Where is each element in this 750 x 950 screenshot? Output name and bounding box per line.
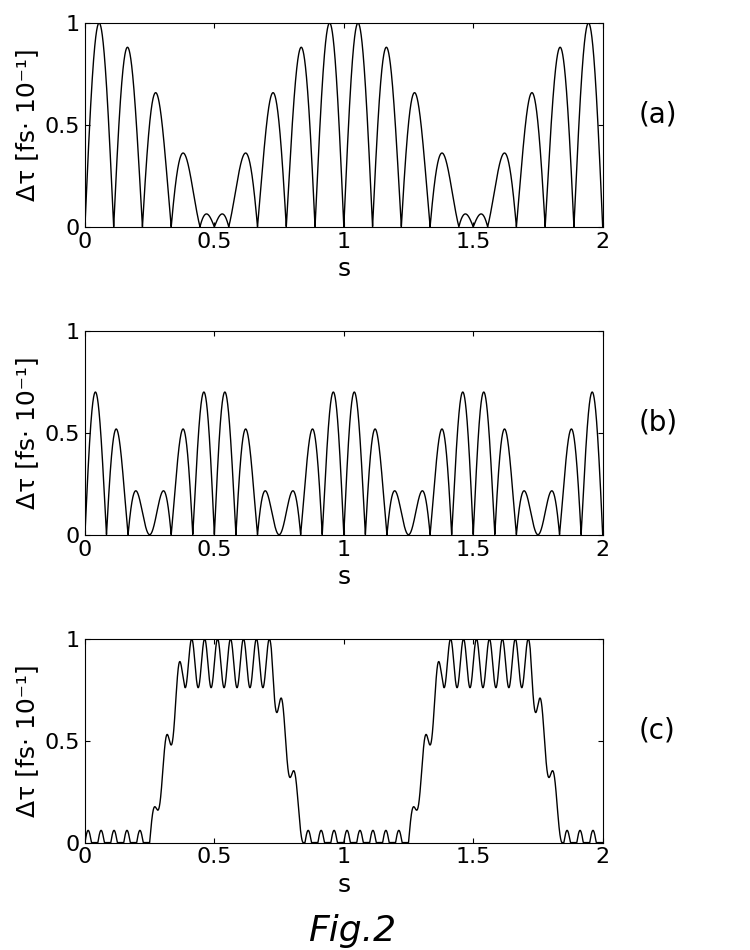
Y-axis label: Δτ [fs· 10⁻¹]: Δτ [fs· 10⁻¹] [15,356,39,509]
Text: (a): (a) [639,101,677,128]
X-axis label: s: s [338,873,350,897]
Y-axis label: Δτ [fs· 10⁻¹]: Δτ [fs· 10⁻¹] [15,664,39,817]
X-axis label: s: s [338,257,350,281]
Text: (b): (b) [639,408,678,437]
Y-axis label: Δτ [fs· 10⁻¹]: Δτ [fs· 10⁻¹] [15,48,39,201]
X-axis label: s: s [338,565,350,589]
Text: Fig.2: Fig.2 [308,914,397,947]
Text: (c): (c) [639,716,676,745]
